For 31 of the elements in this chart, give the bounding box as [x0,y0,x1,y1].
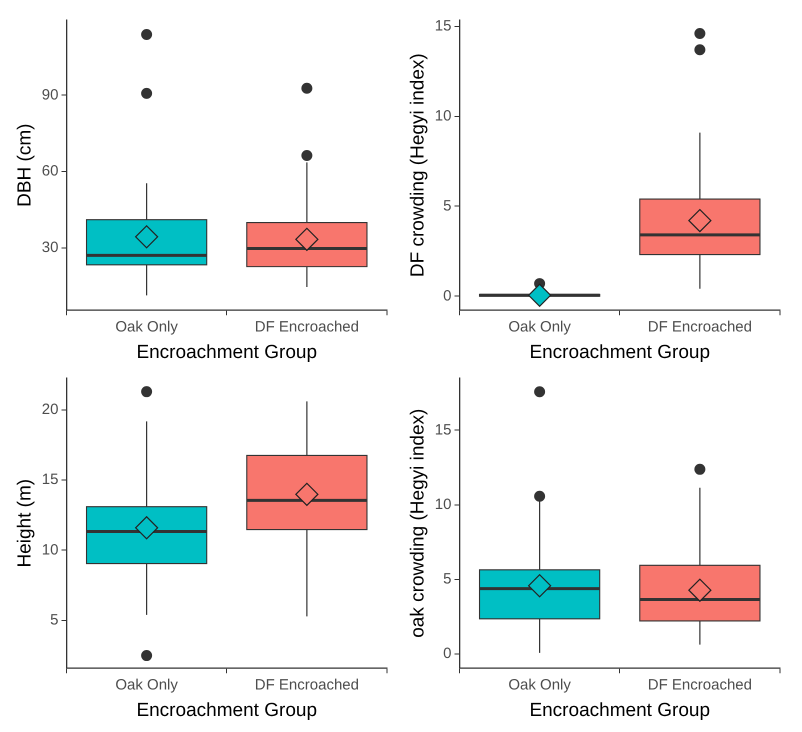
y-axis-title: Height (m) [14,478,36,568]
y-axis-title: DF crowding (Hegyi index) [408,53,429,278]
y-tick-label: 90 [42,86,58,104]
y-tick-label: 5 [50,612,58,629]
y-tick-label: 10 [42,541,58,558]
y-tick-label: 5 [443,570,452,588]
x-axis-title: Encroachment Group [529,342,710,363]
y-tick-label: 20 [42,400,58,418]
x-axis-title: Encroachment Group [529,700,710,721]
y-tick-label: 10 [434,496,452,513]
y-tick-label: 0 [443,645,452,662]
y-tick-label: 15 [434,421,452,438]
y-tick-label: 10 [434,107,452,124]
y-tick-label: 60 [42,162,58,180]
y-tick-label: 5 [443,197,452,214]
y-tick-label: 0 [443,287,452,304]
x-tick-label: Oak Only [508,318,572,336]
x-tick-label: DF Encroached [254,318,359,336]
x-axis-title: Encroachment Group [136,700,318,721]
y-tick-label: 30 [42,239,58,256]
x-tick-label: Oak Only [115,318,178,336]
x-tick-label: DF Encroached [648,676,752,694]
x-tick-label: Oak Only [508,676,572,694]
y-axis-title: DBH (cm) [14,124,36,207]
y-tick-label: 15 [42,471,58,488]
x-tick-label: Oak Only [115,676,178,694]
y-axis-title: oak crowding (Hegyi index) [408,408,429,638]
y-tick-label: 15 [434,17,452,34]
x-tick-label: DF Encroached [254,676,359,694]
x-axis-title: Encroachment Group [136,342,318,363]
x-tick-label: DF Encroached [648,318,752,336]
